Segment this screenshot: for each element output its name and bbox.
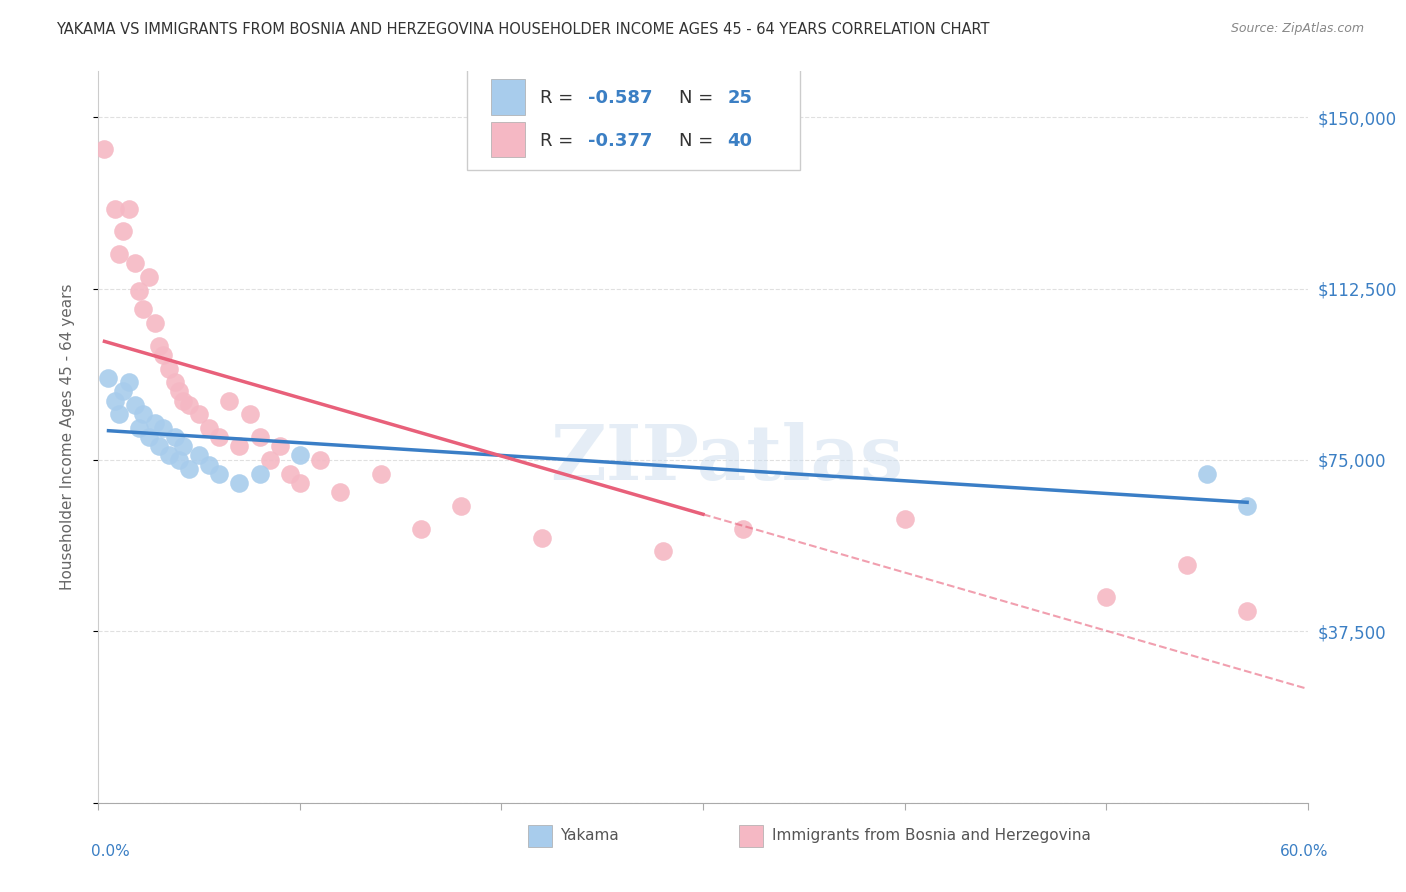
Point (269, 439, 291, 453)
Point (157, 361, 180, 376)
Text: -0.587: -0.587 (588, 89, 652, 107)
Point (733, 521, 755, 535)
Point (118, 202, 141, 216)
Text: 0.0%: 0.0% (91, 845, 131, 859)
Point (103, 202, 125, 216)
Point (138, 270, 160, 285)
Point (249, 467, 271, 481)
Point (288, 475, 311, 490)
Point (128, 284, 150, 298)
Point (409, 521, 432, 535)
Point (188, 448, 211, 462)
Point (163, 375, 186, 389)
Text: R =: R = (540, 132, 579, 150)
Point (143, 417, 166, 431)
Text: YAKAMA VS IMMIGRANTS FROM BOSNIA AND HERZEGOVINA HOUSEHOLDER INCOME AGES 45 - 64: YAKAMA VS IMMIGRANTS FROM BOSNIA AND HER… (56, 22, 990, 37)
Point (157, 448, 180, 462)
Point (218, 393, 240, 408)
Point (198, 458, 221, 472)
FancyBboxPatch shape (492, 122, 526, 157)
Point (128, 421, 150, 435)
Text: 60.0%: 60.0% (1281, 845, 1329, 859)
Point (239, 407, 262, 421)
Point (893, 512, 915, 526)
Text: N =: N = (679, 89, 718, 107)
Point (1175, 558, 1198, 573)
Point (179, 462, 201, 476)
FancyBboxPatch shape (492, 79, 526, 114)
Point (208, 467, 231, 481)
Text: Immigrants from Bosnia and Herzegovina: Immigrants from Bosnia and Herzegovina (772, 828, 1091, 843)
Text: 25: 25 (727, 89, 752, 107)
Point (152, 421, 174, 435)
Point (124, 398, 146, 412)
Point (103, 393, 125, 408)
Text: 40: 40 (727, 132, 752, 150)
Point (172, 439, 194, 453)
Point (167, 384, 190, 399)
Point (107, 247, 129, 261)
Point (97, 370, 120, 384)
Point (249, 430, 271, 444)
Point (138, 430, 160, 444)
Text: N =: N = (679, 132, 718, 150)
Y-axis label: Householder Income Ages 45 - 64 years: Householder Income Ages 45 - 64 years (60, 284, 75, 591)
Point (188, 407, 211, 421)
Text: Source: ZipAtlas.com: Source: ZipAtlas.com (1230, 22, 1364, 36)
Point (370, 467, 392, 481)
Point (118, 375, 141, 389)
Point (208, 430, 231, 444)
Point (111, 224, 134, 238)
Point (1195, 467, 1218, 481)
Point (198, 421, 221, 435)
Text: ZIPatlas: ZIPatlas (551, 422, 904, 496)
Point (259, 453, 281, 467)
Point (124, 256, 146, 270)
Point (329, 484, 352, 499)
Point (152, 348, 174, 362)
Point (179, 398, 201, 412)
Point (143, 316, 166, 330)
Point (132, 407, 155, 421)
Point (111, 384, 134, 399)
Point (1236, 604, 1258, 618)
Point (450, 499, 472, 513)
Point (309, 453, 332, 467)
Point (1236, 499, 1258, 513)
Point (228, 475, 250, 490)
Text: Yakama: Yakama (561, 828, 619, 843)
Point (288, 448, 311, 462)
Point (148, 338, 170, 352)
FancyBboxPatch shape (740, 825, 763, 847)
Text: R =: R = (540, 89, 579, 107)
Point (1095, 590, 1118, 604)
Point (148, 439, 170, 453)
Point (278, 467, 301, 481)
Point (530, 531, 553, 545)
Point (132, 301, 155, 317)
Point (167, 453, 190, 467)
Text: -0.377: -0.377 (588, 132, 652, 150)
Point (228, 439, 250, 453)
Point (93, 142, 115, 156)
Point (651, 544, 673, 558)
Point (163, 430, 186, 444)
Point (107, 407, 129, 421)
FancyBboxPatch shape (527, 825, 551, 847)
Point (172, 393, 194, 408)
FancyBboxPatch shape (467, 57, 800, 170)
